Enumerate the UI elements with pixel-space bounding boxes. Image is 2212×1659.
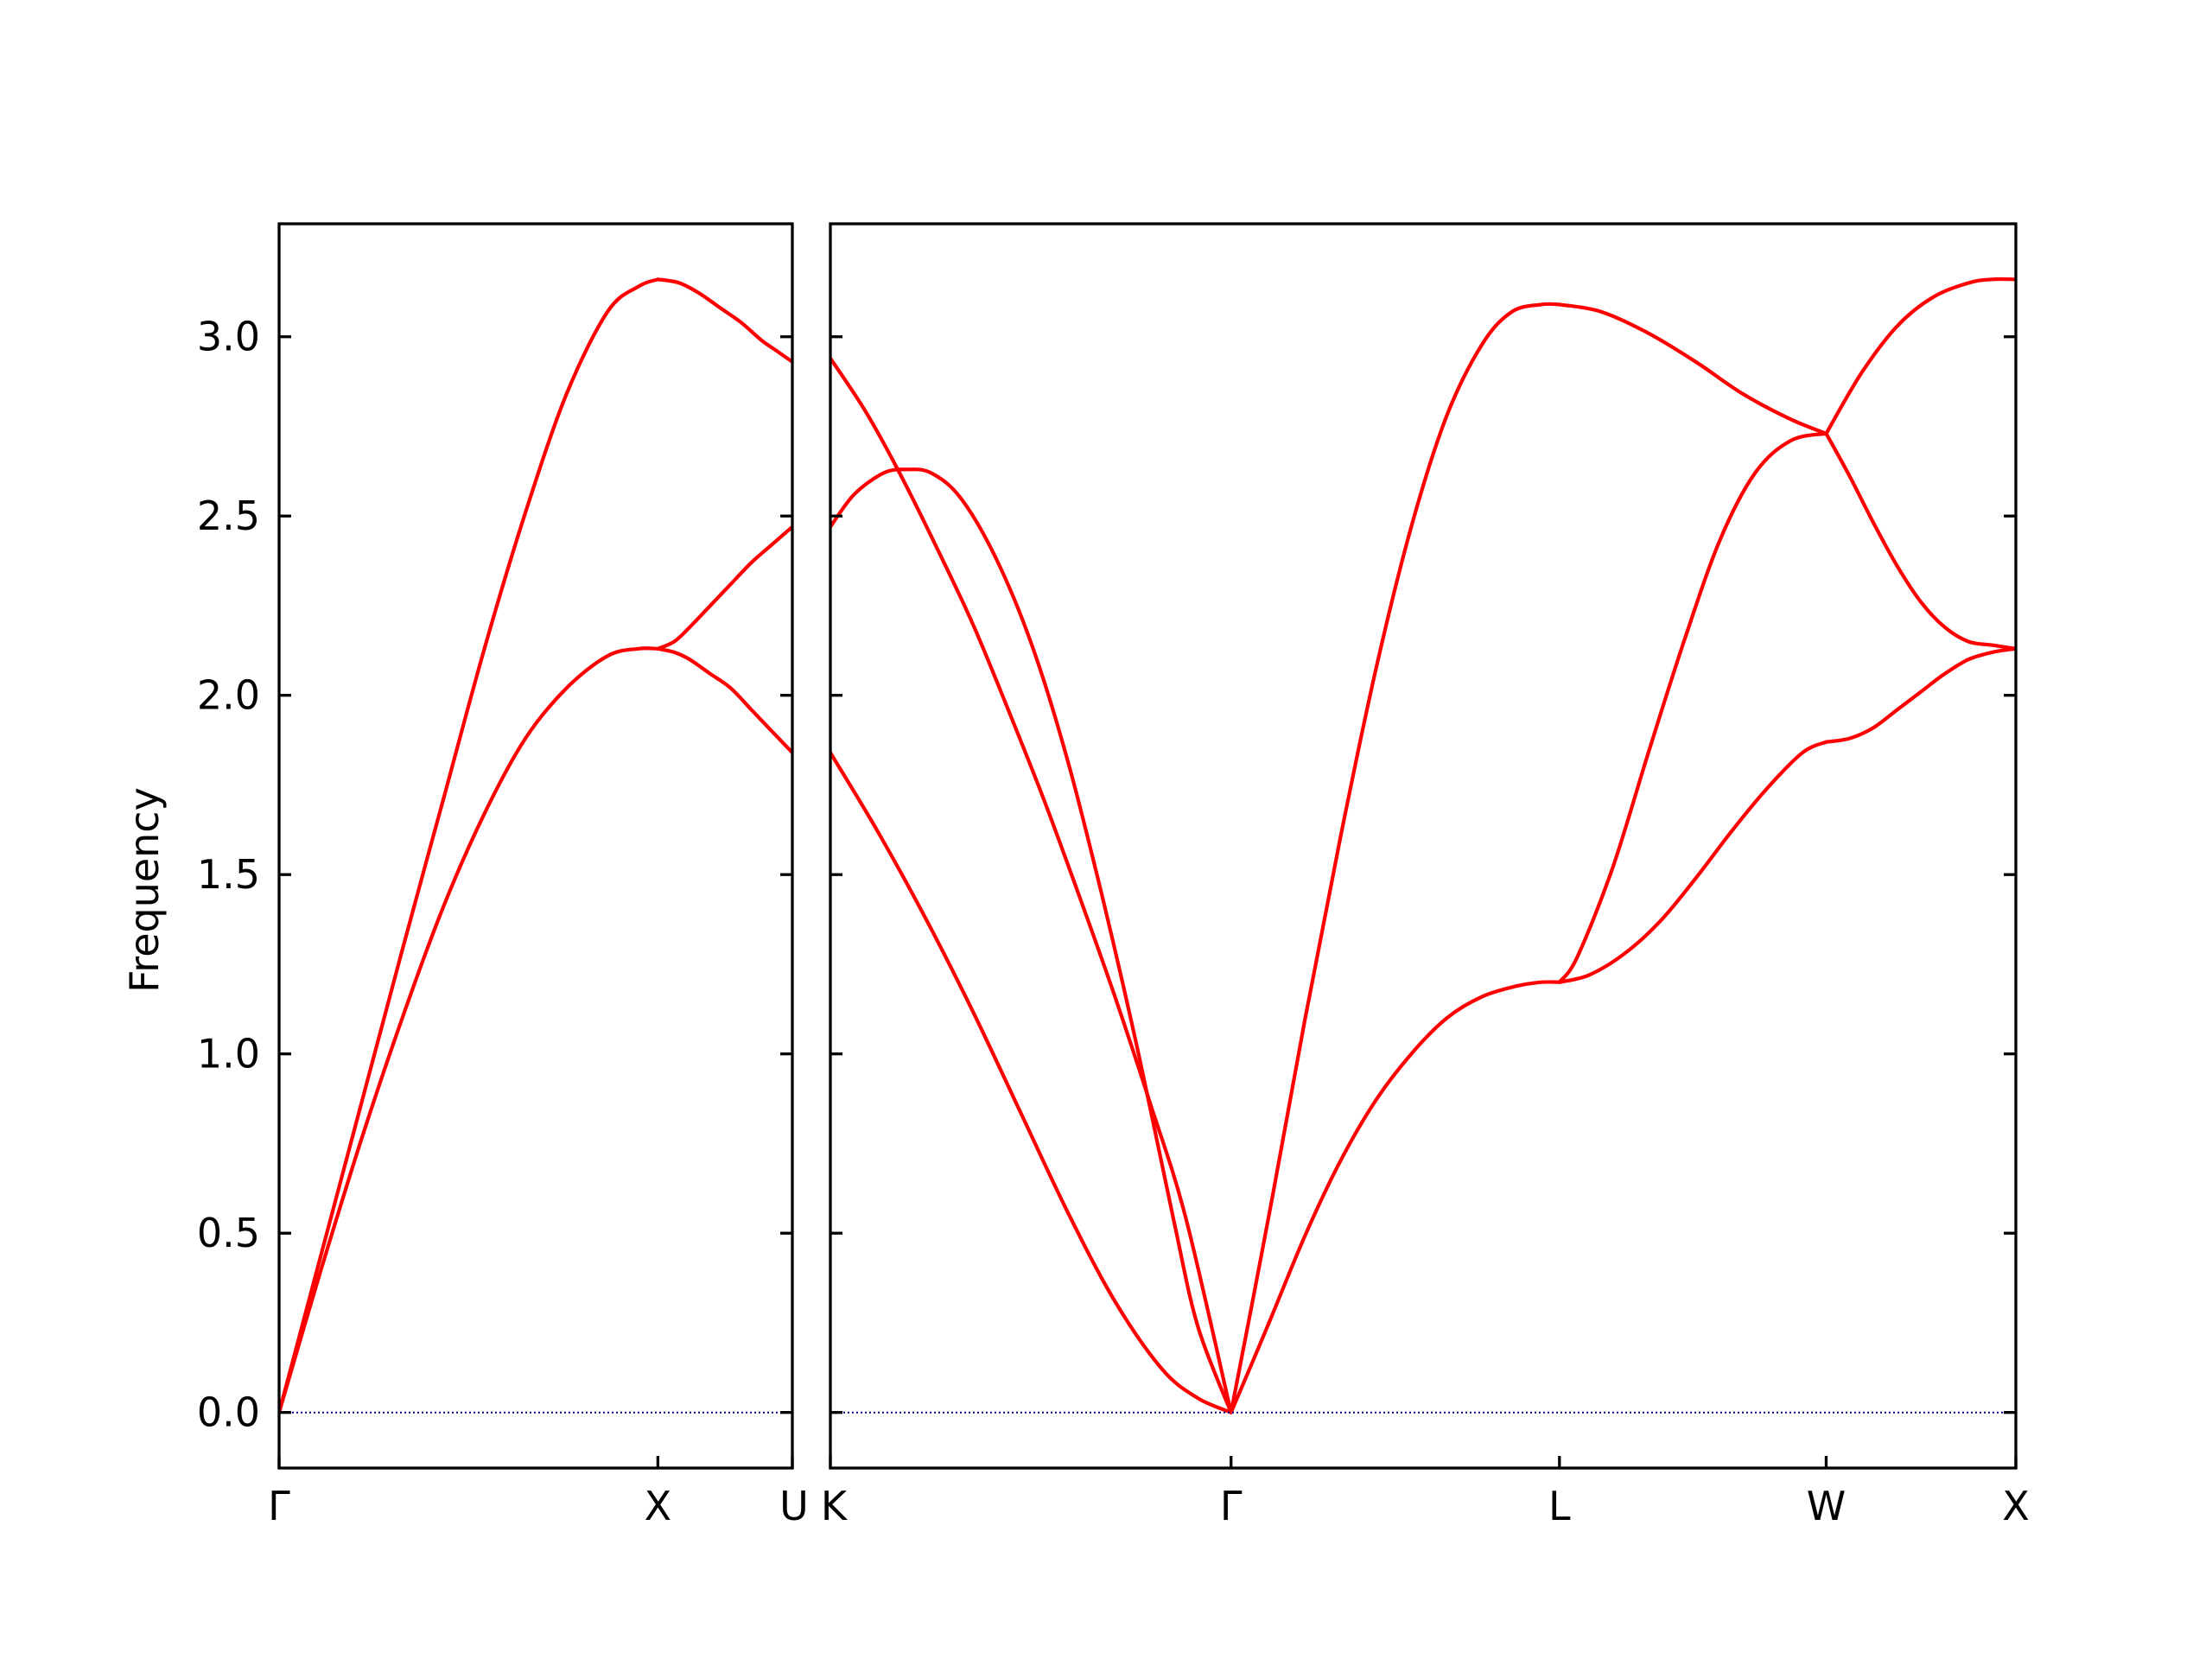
band-line-10	[1824, 431, 2016, 651]
band-line-3	[830, 751, 1233, 1414]
y-tick-label: 2.5	[197, 493, 260, 539]
plot-frame	[829, 222, 2018, 1470]
x-tick-label: X	[645, 1483, 672, 1529]
x-tick-label: X	[2002, 1483, 2030, 1529]
band-line-5	[1229, 980, 1561, 1414]
band-line-4	[1229, 302, 1561, 1414]
band-line-4	[656, 524, 792, 651]
panel-1: 0.0 0.5 1.0 1.5 2.0 2.5 3.0 Γ X U	[197, 222, 809, 1529]
y-tick-label: 3.0	[197, 314, 260, 360]
y-tick-label: 1.5	[197, 851, 260, 898]
band-line-2	[830, 467, 1233, 1414]
band-line-1	[279, 277, 660, 1414]
y-tick-label: 1.0	[197, 1031, 260, 1077]
band-lines	[830, 276, 2016, 1414]
plot-frame	[277, 222, 794, 1470]
x-tick-label: K	[821, 1483, 849, 1529]
x-tick-label: U	[779, 1483, 809, 1529]
band-line-2	[279, 646, 660, 1414]
x-tick-label: L	[1548, 1483, 1571, 1529]
band-line-9	[1824, 276, 2016, 435]
band-line-6	[1557, 302, 1828, 435]
band-line-3	[656, 277, 792, 364]
x-tick-label: Γ	[1220, 1483, 1243, 1529]
band-lines	[279, 277, 792, 1414]
band-line-7	[1557, 431, 1828, 984]
band-line-5	[656, 646, 792, 755]
panels-layer: 0.0 0.5 1.0 1.5 2.0 2.5 3.0 Γ X U K Γ L W X	[197, 222, 2030, 1529]
y-axis-label: Frequency	[121, 787, 168, 993]
y-tick-label: 0.5	[197, 1210, 260, 1256]
y-tick-label: 2.0	[197, 672, 260, 719]
band-line-11	[1824, 646, 2016, 744]
band-line-1	[830, 356, 1233, 1414]
band-line-8	[1557, 740, 1828, 984]
x-tick-label: Γ	[268, 1483, 290, 1529]
y-tick-label: 0.0	[197, 1389, 260, 1436]
x-tick-label: W	[1807, 1483, 1846, 1529]
